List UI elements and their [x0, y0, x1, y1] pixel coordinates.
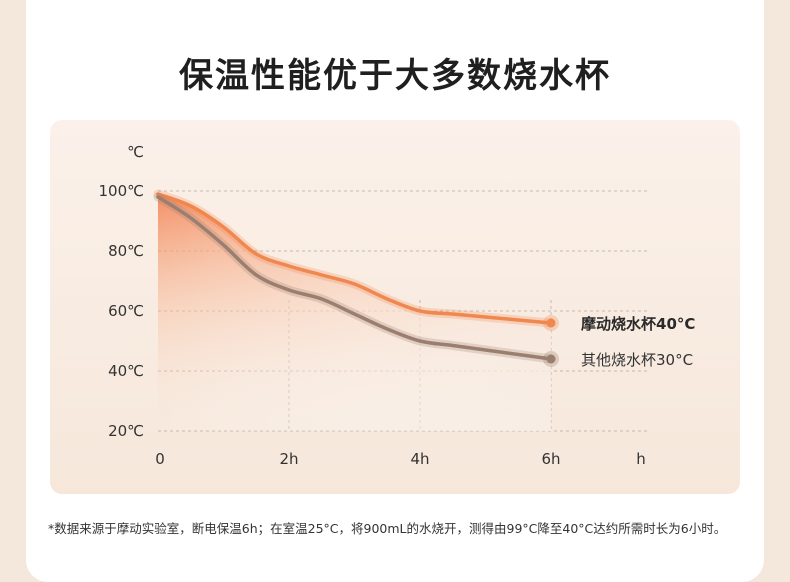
- series-end-marker: [546, 354, 556, 364]
- y-tick-label: 20℃: [108, 422, 144, 440]
- page-title: 保温性能优于大多数烧水杯: [179, 56, 611, 96]
- x-tick-label: 0: [155, 450, 165, 468]
- series-label: 摩动烧水杯40°C: [581, 315, 695, 333]
- x-tick-label: 6h: [541, 450, 560, 468]
- y-tick-label: 80℃: [108, 242, 144, 260]
- y-tick-label: 60℃: [108, 302, 144, 320]
- x-tick-label: 4h: [410, 450, 429, 468]
- y-tick-label: 100℃: [99, 182, 144, 200]
- series-label: 其他烧水杯30°C: [581, 351, 693, 369]
- series-line: [156, 192, 553, 325]
- y-axis-unit: ℃: [127, 143, 144, 161]
- x-axis-unit: h: [636, 450, 646, 468]
- y-tick-label: 40℃: [108, 362, 144, 380]
- series-line: [156, 195, 553, 361]
- series-end-marker: [546, 318, 556, 328]
- footnote: *数据来源于摩动实验室，断电保温6h；在室温25°C，将900mL的水烧开，测得…: [48, 521, 727, 536]
- x-tick-label: 2h: [279, 450, 298, 468]
